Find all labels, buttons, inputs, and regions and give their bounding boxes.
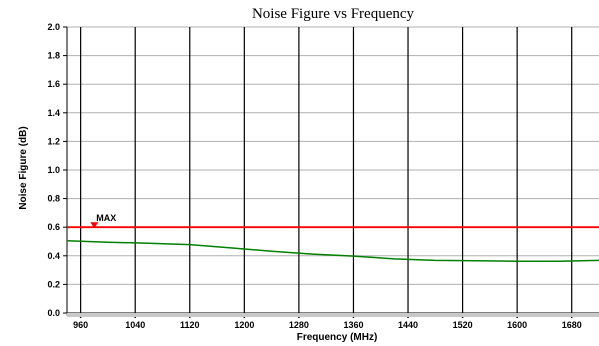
max-marker (90, 222, 99, 229)
x-tick-label: 1280 (289, 320, 309, 330)
x-tick-label: 1040 (125, 320, 145, 330)
series-line (66, 240, 599, 262)
max-marker-label: MAX (96, 213, 116, 223)
axes (63, 26, 599, 318)
y-axis-label: Noise Figure (dB) (18, 126, 29, 209)
y-tick-label: 2.0 (47, 22, 60, 32)
chart-title: Noise Figure vs Frequency (252, 6, 415, 22)
y-tick-label: 1.4 (47, 108, 60, 118)
x-tick-label: 1520 (453, 320, 473, 330)
y-tick-label: 1.0 (47, 165, 60, 175)
x-axis-label: Frequency (MHz) (297, 332, 378, 343)
y-tick-label: 0.6 (47, 222, 60, 232)
x-tick-label: 1600 (507, 320, 527, 330)
x-tick-label: 1120 (180, 320, 200, 330)
x-tick-label: 1360 (343, 320, 363, 330)
x-axis-band (67, 313, 599, 317)
y-tick-label: 1.6 (47, 79, 60, 89)
y-axis-ticks: 0.0 0.2 0.4 0.6 0.8 1.0 1.2 1.4 1.6 1.8 2.0 (47, 22, 60, 318)
x-tick-label: 1680 (562, 320, 582, 330)
x-tick-label: 1440 (398, 320, 418, 330)
y-tick-label: 0.4 (47, 251, 60, 261)
gridlines (67, 26, 599, 314)
y-tick-label: 1.8 (47, 51, 60, 61)
series-layer (66, 240, 599, 262)
y-tick-label: 0.0 (47, 308, 60, 318)
y-tick-label: 0.8 (47, 194, 60, 204)
x-tick-label: 1200 (234, 320, 254, 330)
y-tick-label: 0.2 (47, 279, 60, 289)
x-axis-ticks: 960 1040 1120 1200 1280 1360 1440 1520 1600 1680 (73, 320, 582, 330)
x-tick-label: 960 (73, 320, 88, 330)
limit-layer: MAX (67, 213, 599, 229)
y-tick-label: 1.2 (47, 136, 60, 146)
